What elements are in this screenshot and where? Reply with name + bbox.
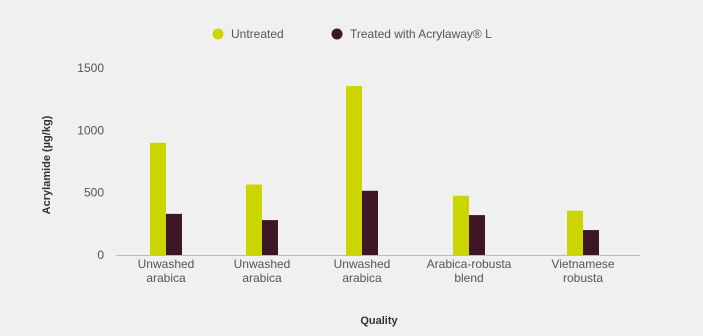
x-tick-label: arabica	[146, 271, 186, 285]
y-tick-label: 500	[84, 186, 104, 200]
bar-untreated-0	[150, 142, 166, 255]
legend-label-untreated: Untreated	[231, 27, 284, 41]
x-tick-label: Arabica-robusta	[427, 257, 512, 271]
bars	[150, 86, 599, 256]
x-tick-label: arabica	[242, 271, 282, 285]
bar-untreated-1	[246, 184, 262, 255]
x-axis: UnwashedarabicaUnwashedarabicaUnwashedar…	[116, 255, 640, 285]
x-tick-label: blend	[454, 271, 483, 285]
x-tick-label: Unwashed	[138, 257, 195, 271]
bar-treated-4	[583, 230, 599, 255]
legend: Untreated Treated with Acrylaway® L	[212, 27, 492, 41]
x-tick-label: robusta	[563, 271, 603, 285]
x-tick-label: arabica	[342, 271, 382, 285]
bar-treated-2	[362, 190, 378, 255]
x-tick-label: Unwashed	[334, 257, 391, 271]
legend-swatch-untreated	[212, 28, 224, 40]
y-axis-title: Acrylamide (µg/kg)	[41, 115, 53, 214]
bar-treated-0	[166, 213, 182, 255]
legend-swatch-treated	[331, 28, 343, 40]
x-axis-title: Quality	[360, 315, 398, 327]
bar-treated-1	[262, 220, 278, 255]
bar-treated-3	[469, 215, 485, 255]
bar-untreated-3	[453, 195, 469, 255]
x-tick-label: Unwashed	[234, 257, 291, 271]
bar-untreated-4	[567, 210, 583, 255]
y-tick-label: 0	[97, 248, 104, 262]
y-tick-label: 1500	[77, 61, 104, 75]
y-axis: 0 500 1000 1500	[77, 61, 104, 262]
bar-untreated-2	[346, 86, 362, 256]
x-tick-label: Vietnamese	[551, 257, 614, 271]
legend-label-treated: Treated with Acrylaway® L	[350, 27, 492, 41]
y-tick-label: 1000	[77, 123, 104, 137]
